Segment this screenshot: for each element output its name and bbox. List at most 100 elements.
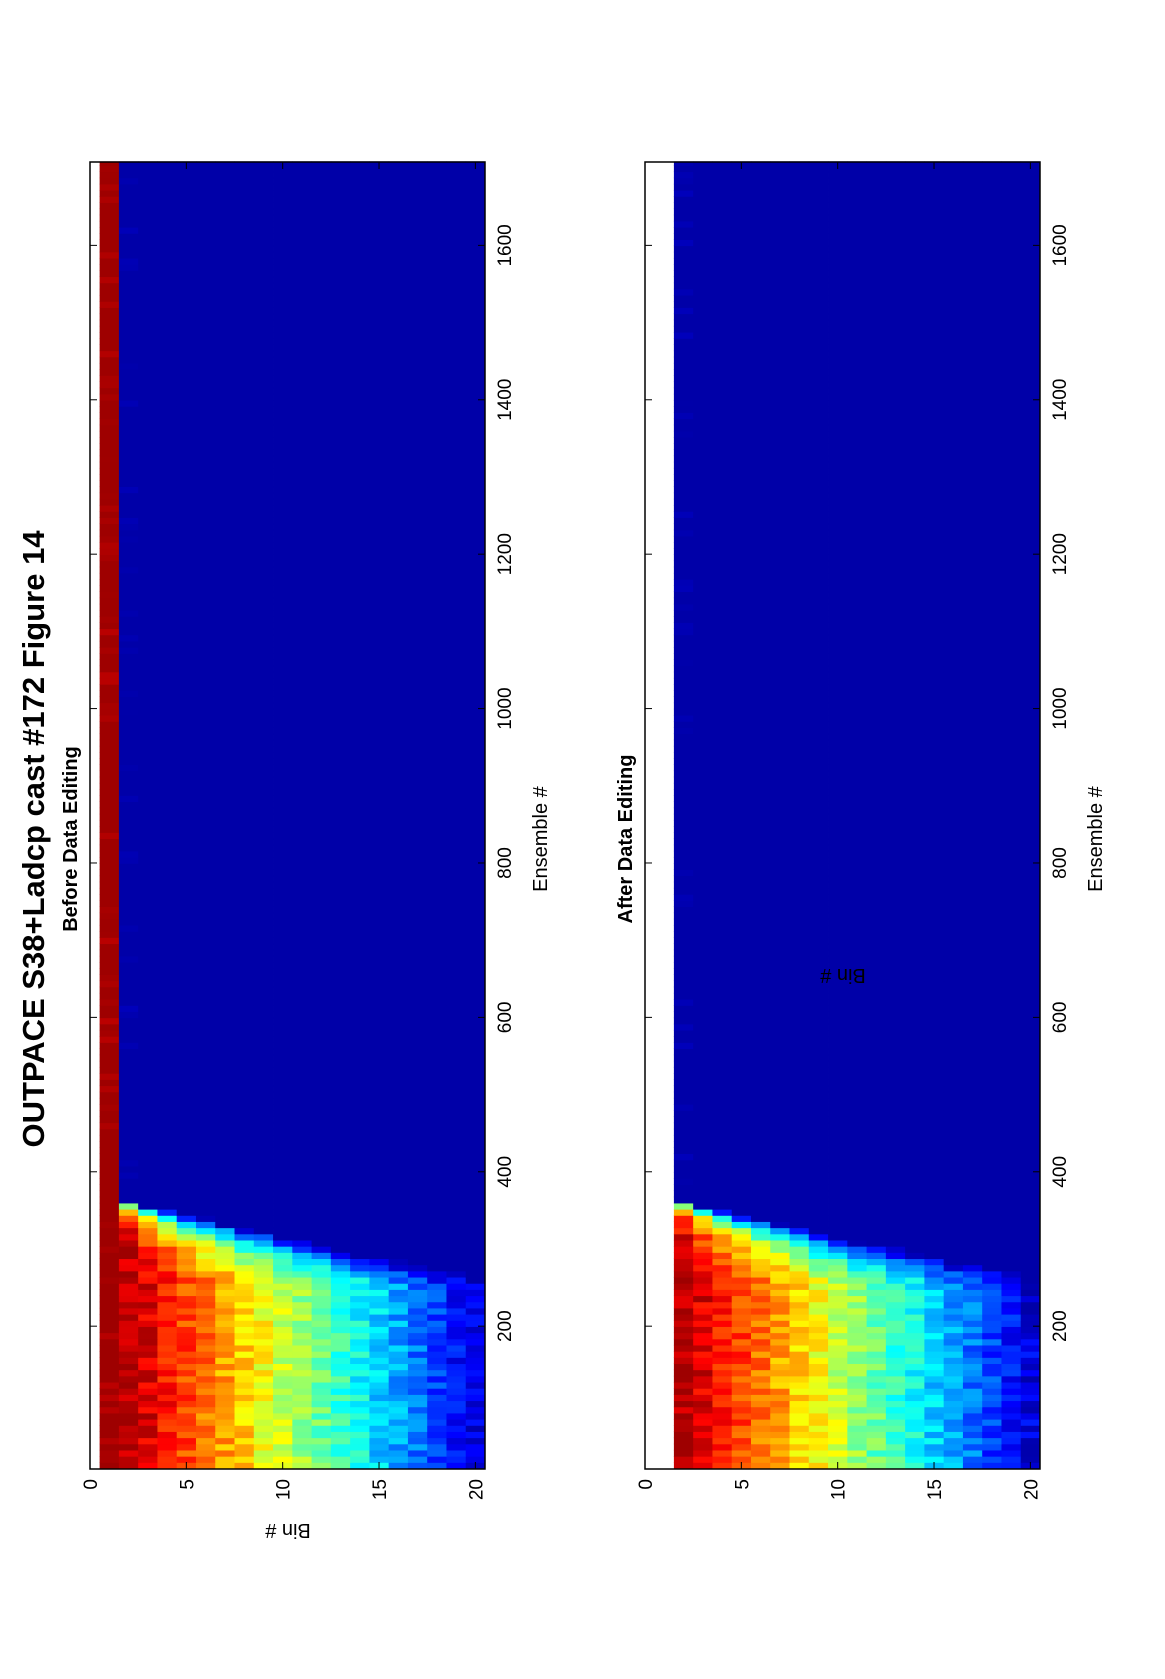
heatmap-cell	[253, 474, 274, 481]
heatmap-cell	[157, 350, 178, 358]
heatmap-cell	[369, 702, 390, 710]
heatmap-cell	[215, 1425, 235, 1432]
heatmap-cell	[234, 949, 255, 957]
heatmap-cell	[388, 177, 409, 185]
heatmap-cell	[138, 1171, 158, 1179]
heatmap-cell	[99, 727, 120, 735]
heatmap-cell	[982, 1375, 1002, 1383]
heatmap-cell	[924, 1406, 945, 1414]
heatmap-cell	[311, 393, 332, 401]
heatmap-cell	[234, 362, 255, 370]
heatmap-cell	[215, 1400, 235, 1408]
heatmap-cell	[427, 1159, 447, 1167]
heatmap-cell	[369, 517, 390, 525]
heatmap-cell	[446, 1289, 467, 1297]
heatmap-cell	[465, 1036, 486, 1043]
heatmap-cell	[118, 869, 139, 877]
heatmap-cell	[118, 776, 139, 784]
heatmap-cell	[673, 1252, 694, 1260]
heatmap-cell	[330, 183, 351, 191]
heatmap-cell	[924, 1363, 945, 1371]
heatmap-cell	[330, 375, 351, 383]
heatmap-cell	[195, 474, 216, 481]
heatmap-cell	[118, 751, 139, 759]
heatmap-cell	[962, 1406, 983, 1414]
heatmap-cell	[446, 1159, 467, 1167]
heatmap-cell	[847, 1246, 867, 1253]
heatmap-cell	[1020, 1264, 1041, 1272]
heatmap-cell	[350, 832, 370, 840]
heatmap-cell	[407, 1344, 428, 1352]
heatmap-cell	[427, 900, 447, 907]
heatmap-cell	[350, 782, 370, 790]
heatmap-cell	[712, 1400, 733, 1408]
heatmap-cell	[446, 1202, 467, 1210]
heatmap-cell	[750, 1264, 771, 1272]
heatmap-cell	[292, 183, 312, 191]
heatmap-cell	[330, 461, 351, 469]
heatmap-cell	[789, 1344, 810, 1352]
heatmap-cell	[905, 1313, 925, 1321]
heatmap-cell	[465, 1394, 486, 1402]
heatmap-cell	[234, 282, 255, 290]
heatmap-cell	[465, 264, 486, 271]
heatmap-cell	[138, 294, 158, 302]
heatmap-cell	[427, 690, 447, 697]
heatmap-cell	[673, 1301, 694, 1309]
heatmap-cell	[311, 659, 332, 667]
heatmap-cell	[253, 1085, 274, 1093]
heatmap-cell	[446, 782, 467, 790]
heatmap-cell	[99, 474, 120, 481]
heatmap-cell	[215, 739, 235, 747]
heatmap-cell	[446, 819, 467, 827]
heatmap-cell	[330, 560, 351, 568]
heatmap-cell	[427, 474, 447, 481]
heatmap-cell	[427, 733, 447, 741]
heatmap-cell	[273, 863, 293, 870]
heatmap-cell	[292, 949, 312, 957]
heatmap-cell	[273, 177, 293, 185]
heatmap-cell	[311, 665, 332, 673]
heatmap-cell	[215, 1221, 235, 1229]
heatmap-cell	[427, 455, 447, 463]
heatmap-cell	[446, 714, 467, 722]
heatmap-cell	[195, 1418, 216, 1426]
heatmap-cell	[982, 1388, 1002, 1395]
heatmap-cell	[195, 406, 216, 413]
heatmap-cell	[292, 1301, 312, 1309]
heatmap-cell	[465, 1252, 486, 1260]
heatmap-cell	[99, 1456, 120, 1463]
heatmap-cell	[215, 838, 235, 846]
heatmap-cell	[292, 455, 312, 463]
heatmap-cell	[118, 1276, 139, 1284]
heatmap-cell	[350, 443, 370, 450]
heatmap-cell	[311, 301, 332, 308]
heatmap-cell	[311, 1233, 332, 1241]
heatmap-cell	[195, 1462, 216, 1469]
heatmap-cell	[311, 529, 332, 537]
heatmap-cell	[885, 1239, 906, 1247]
heatmap-cell	[407, 1178, 428, 1185]
heatmap-cell	[427, 165, 447, 173]
heatmap-cell	[446, 1005, 467, 1012]
heatmap-cell	[465, 449, 486, 457]
heatmap-cell	[330, 677, 351, 685]
heatmap-cell	[350, 480, 370, 488]
heatmap-cell	[118, 461, 139, 469]
heatmap-cell	[350, 1320, 370, 1327]
heatmap-cell	[350, 1091, 370, 1099]
heatmap-cell	[273, 1122, 293, 1130]
heatmap-cell	[330, 202, 351, 210]
heatmap-cell	[138, 1134, 158, 1142]
heatmap-cell	[446, 214, 467, 222]
heatmap-cell	[427, 628, 447, 636]
heatmap-cell	[99, 437, 120, 444]
heatmap-cell	[427, 251, 447, 259]
heatmap-cell	[176, 1326, 197, 1334]
heatmap-cell	[138, 1165, 158, 1173]
heatmap-cell	[369, 591, 390, 599]
heatmap-cell	[118, 282, 139, 290]
heatmap-cell	[253, 1270, 274, 1278]
heatmap-cell	[273, 492, 293, 500]
heatmap-cell	[465, 1246, 486, 1253]
